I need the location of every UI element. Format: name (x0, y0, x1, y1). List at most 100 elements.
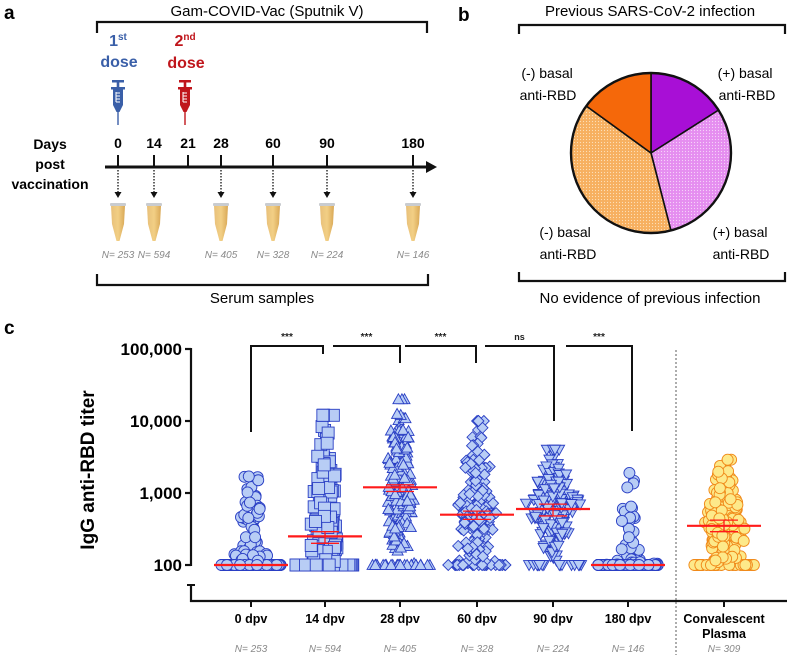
group-28-dpv (366, 392, 437, 570)
syringe-plunger-top (112, 80, 124, 83)
sample-arrow-head-icon (114, 192, 122, 198)
days-axis-label-line1: Days (33, 136, 67, 152)
tube-cap (146, 203, 162, 206)
data-point-triangle-up (392, 392, 405, 405)
data-point-circle (253, 502, 266, 515)
data-point-diamond (469, 474, 482, 488)
sample-arrow-head-icon (269, 192, 277, 198)
data-point-diamond (469, 466, 482, 480)
label-bottom-right-line1: (+) basal (713, 224, 768, 240)
pie-chart (569, 71, 733, 235)
significance-label: *** (281, 332, 293, 343)
data-point-triangle-down (532, 489, 545, 502)
data-point-circle (716, 540, 729, 553)
x-n-label: N= 594 (309, 644, 342, 655)
label-top-right-line1: (+) basal (718, 65, 773, 81)
significance-bracket (485, 345, 555, 421)
days-axis-label-line2: post (35, 156, 65, 172)
data-point-circle (721, 453, 734, 466)
data-point-square (328, 469, 342, 483)
tube-body (111, 206, 125, 241)
tube-body (147, 206, 161, 241)
day-ticks: 0 14 21 28 60 90 180 (114, 135, 425, 168)
sample-n-label: N= 253 (102, 250, 135, 261)
data-point-square (322, 558, 336, 572)
data-point-circle (625, 500, 638, 513)
tube-icon (319, 203, 335, 241)
data-point-square (316, 408, 330, 422)
significance-label: *** (361, 332, 373, 343)
no-infection-label: No evidence of previous infection (540, 290, 761, 307)
dose2-num: 2 (174, 33, 183, 50)
x-n-label: N= 224 (537, 644, 570, 655)
data-point-triangle-down (537, 523, 550, 535)
data-point-diamond (476, 550, 490, 563)
data-point-triangle-up (401, 430, 415, 443)
data-point-triangle-down (548, 444, 562, 457)
dose2-word: dose (167, 55, 204, 72)
data-point-square (312, 481, 326, 495)
data-point-diamond (456, 558, 470, 572)
data-point-triangle-down (529, 511, 542, 524)
group-180-dpv (592, 466, 664, 571)
tube-icon (110, 203, 126, 241)
data-point-triangle-up (368, 558, 382, 570)
data-point-diamond (458, 516, 471, 529)
tube-body (320, 206, 334, 241)
y-tick-label: 100,000 (121, 340, 182, 359)
x-tick-label: 28 dpv (380, 612, 420, 626)
label-top-right: (+) basal anti-RBD (718, 65, 777, 103)
vaccine-bracket (95, 20, 429, 33)
data-point-circle (713, 482, 726, 495)
group-convalescent-plasma (688, 453, 760, 571)
label-bottom-left-line2: anti-RBD (540, 246, 597, 262)
no-infection-bracket (517, 272, 787, 283)
sample-n-label: N= 328 (257, 250, 290, 261)
x-n-label: N= 405 (384, 644, 417, 655)
data-point-triangle-up (387, 530, 401, 542)
x-n-label: N= 309 (708, 644, 741, 655)
data-point-triangle-up (403, 499, 417, 512)
day-tick-label: 60 (265, 135, 281, 151)
label-top-left-line2: anti-RBD (520, 87, 577, 103)
tube-body (214, 206, 228, 241)
data-point-triangle-down (572, 560, 585, 572)
significance-label: *** (435, 332, 447, 343)
vaccine-title: Gam-COVID-Vac (Sputnik V) (170, 3, 363, 20)
y-axis: 100 1,000 10,000 100,000 (121, 340, 195, 602)
syringe-plunger-rod (116, 82, 120, 87)
data-point-triangle-up (414, 558, 427, 570)
data-point-triangle-down (542, 535, 556, 548)
scatter-points (215, 392, 760, 572)
pie-outline (569, 71, 733, 235)
data-point-diamond (463, 487, 476, 501)
data-point-triangle-up (388, 522, 402, 534)
data-point-circle (737, 534, 750, 547)
median-lines (214, 484, 761, 567)
serum-samples-label: Serum samples (210, 290, 314, 307)
data-point-square (317, 458, 331, 472)
tube-cap (319, 203, 335, 206)
data-point-diamond (486, 497, 500, 510)
panel-b: b Previous SARS-CoV-2 infection (-) basa… (458, 3, 787, 307)
data-point-circle (242, 470, 255, 483)
days-axis-label-line3: vaccination (11, 176, 88, 192)
data-point-circle (622, 531, 635, 544)
data-point-circle (243, 496, 256, 509)
data-point-triangle-up (388, 468, 401, 480)
data-point-triangle-down (547, 483, 561, 495)
data-point-square (309, 558, 323, 572)
data-point-circle (713, 512, 726, 525)
panel-c-letter: c (4, 318, 15, 339)
sample-n-label: N= 405 (205, 250, 238, 261)
data-point-triangle-up (397, 458, 410, 470)
data-point-triangle-up (401, 494, 414, 506)
group-60-dpv (442, 414, 512, 572)
day-tick-label: 180 (401, 135, 425, 151)
significance-bracket (333, 345, 401, 363)
day-tick-label: 14 (146, 135, 162, 151)
data-point-triangle-up (394, 541, 408, 553)
tube-body (266, 206, 280, 241)
syringe-barrel (180, 89, 190, 112)
day-tick-label: 28 (213, 135, 229, 151)
